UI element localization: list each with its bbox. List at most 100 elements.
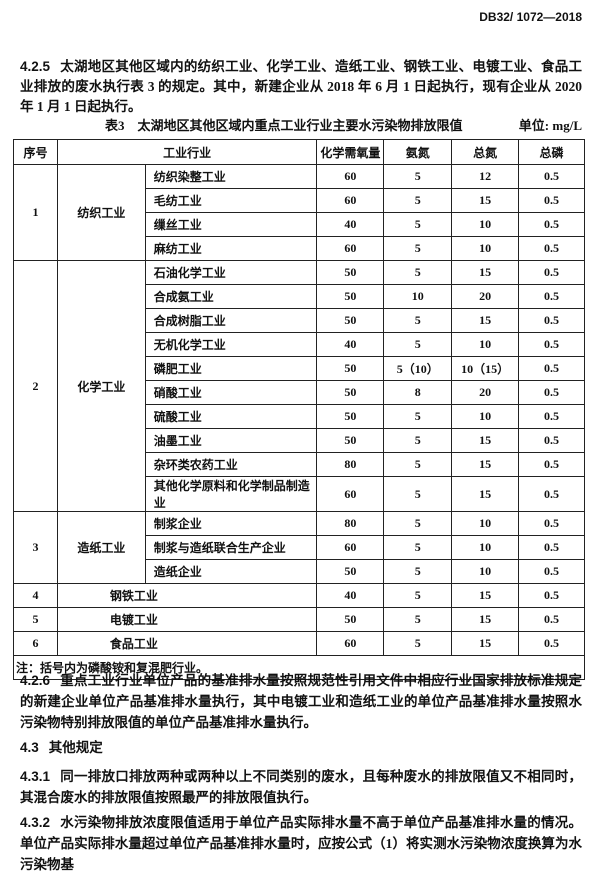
clause-text: 水污染物排放浓度限值适用于单位产品实际排水量不高于单位产品基准排水量的情况。单位… — [20, 815, 582, 872]
table-row: 造纸企业 50 5 10 0.5 — [14, 559, 585, 584]
value-cod: 50 — [316, 428, 385, 453]
sub-industry: 制浆与造纸联合生产企业 — [144, 535, 318, 560]
group-number: 4 — [13, 583, 58, 608]
sub-industry: 硫酸工业 — [144, 404, 318, 429]
value-ammonia: 10 — [383, 284, 453, 309]
value-tp: 0.5 — [518, 308, 585, 333]
value-ammonia: 5 — [383, 452, 453, 477]
value-ammonia: 5 — [383, 583, 453, 608]
value-ammonia: 5 — [383, 607, 453, 632]
value-tn: 10 — [451, 559, 520, 584]
group-number: 3 — [13, 511, 58, 584]
value-ammonia: 5 — [383, 511, 453, 536]
table-row: 4 钢铁工业 40 5 15 0.5 — [13, 583, 585, 608]
sub-industry: 磷肥工业 — [144, 356, 318, 381]
group-name: 纺织工业 — [56, 164, 146, 261]
value-ammonia: 5 — [383, 559, 453, 584]
value-tn: 10（15） — [451, 356, 520, 381]
value-tp: 0.5 — [518, 404, 585, 429]
table-note-row: 注：括号内为磷酸铵和复混肥行业。 — [13, 655, 585, 680]
value-tp: 0.5 — [518, 236, 585, 261]
group-number: 2 — [13, 260, 58, 512]
group-name: 化学工业 — [56, 260, 146, 512]
industry-name: 电镀工业 — [56, 607, 318, 632]
value-tn: 10 — [451, 332, 520, 357]
table-header-row: 序号 工业行业 化学需氧量 氨氮 总氮 总磷 — [13, 139, 585, 165]
value-tn: 10 — [451, 511, 520, 536]
value-tn: 15 — [451, 452, 520, 477]
value-ammonia: 8 — [383, 380, 453, 405]
value-tp: 0.5 — [518, 212, 585, 237]
value-ammonia: 5 — [383, 308, 453, 333]
sub-industry: 缫丝工业 — [144, 212, 318, 237]
value-tn: 10 — [451, 404, 520, 429]
value-tp: 0.5 — [518, 535, 585, 560]
sub-industry: 其他化学原料和化学制品制造业 — [144, 476, 318, 512]
value-cod: 60 — [316, 164, 385, 189]
value-cod: 50 — [316, 559, 385, 584]
header-tn: 总氮 — [451, 139, 520, 165]
value-tn: 20 — [451, 380, 520, 405]
clause-4-2-5: 4.2.5 太湖地区其他区域内的纺织工业、化学工业、造纸工业、钢铁工业、电镀工业、… — [20, 57, 582, 117]
value-tp: 0.5 — [518, 631, 585, 656]
value-cod: 40 — [316, 212, 385, 237]
value-tp: 0.5 — [518, 356, 585, 381]
value-tn: 15 — [451, 476, 520, 512]
value-tn: 15 — [451, 428, 520, 453]
industry-name: 食品工业 — [56, 631, 318, 656]
sub-industry: 纺织染整工业 — [144, 164, 318, 189]
sub-industry: 杂环类农药工业 — [144, 452, 318, 477]
value-cod: 60 — [316, 476, 385, 512]
value-ammonia: 5 — [383, 164, 453, 189]
value-tp: 0.5 — [518, 476, 585, 512]
header-no: 序号 — [13, 139, 58, 165]
value-cod: 50 — [316, 380, 385, 405]
header-industry: 工业行业 — [56, 139, 318, 165]
value-cod: 60 — [316, 188, 385, 213]
value-tn: 15 — [451, 308, 520, 333]
industry-name: 钢铁工业 — [56, 583, 318, 608]
clause-4-3-1: 4.3.1 同一排放口排放两种或两种以上不同类别的废水，且每种废水的排放限值又不相… — [20, 766, 582, 808]
section-4-3: 4.3 其他规定 — [20, 738, 582, 758]
value-ammonia: 5 — [383, 212, 453, 237]
value-tp: 0.5 — [518, 428, 585, 453]
value-cod: 80 — [316, 511, 385, 536]
value-cod: 50 — [316, 260, 385, 285]
value-cod: 40 — [316, 583, 385, 608]
table-row: 油墨工业 50 5 15 0.5 — [14, 428, 585, 453]
group-name: 造纸工业 — [56, 511, 146, 584]
table-row: 麻纺工业 60 5 10 0.5 — [14, 236, 585, 261]
header-tp: 总磷 — [518, 139, 585, 165]
group-number: 6 — [13, 631, 58, 656]
value-tn: 10 — [451, 212, 520, 237]
sub-industry: 毛纺工业 — [144, 188, 318, 213]
value-tp: 0.5 — [518, 260, 585, 285]
table-row: 1 纺织工业 纺织染整工业 60 5 12 0.5 — [13, 164, 585, 261]
clause-4-3-2: 4.3.2 水污染物排放浓度限值适用于单位产品实际排水量不高于单位产品基准排水量的… — [20, 812, 582, 875]
clause-number: 4.3.1 — [20, 769, 51, 784]
table-row: 合成氨工业 50 10 20 0.5 — [14, 284, 585, 309]
value-cod: 50 — [316, 308, 385, 333]
header-ammonia: 氨氮 — [383, 139, 453, 165]
value-ammonia: 5 — [383, 404, 453, 429]
value-tn: 15 — [451, 188, 520, 213]
value-tp: 0.5 — [518, 559, 585, 584]
sub-industry: 合成氨工业 — [144, 284, 318, 309]
sub-industry: 合成树脂工业 — [144, 308, 318, 333]
table-row: 6 食品工业 60 5 15 0.5 — [13, 631, 585, 656]
group-number: 5 — [13, 607, 58, 632]
value-tn: 12 — [451, 164, 520, 189]
clause-text: 重点工业行业单位产品的基准排水量按照规范性引用文件中相应行业国家排放标准规定的新… — [20, 673, 582, 730]
section-title: 其他规定 — [48, 740, 103, 755]
value-ammonia: 5 — [383, 535, 453, 560]
value-tn: 10 — [451, 236, 520, 261]
table-row: 3 造纸工业 制浆企业 80 5 10 0.5 — [13, 511, 585, 584]
value-cod: 50 — [316, 284, 385, 309]
value-ammonia: 5 — [383, 476, 453, 512]
value-tn: 15 — [451, 260, 520, 285]
section-number: 4.3 — [20, 740, 39, 755]
value-ammonia: 5 — [383, 332, 453, 357]
value-ammonia: 5（10） — [383, 356, 453, 381]
value-tp: 0.5 — [518, 332, 585, 357]
value-tn: 10 — [451, 535, 520, 560]
